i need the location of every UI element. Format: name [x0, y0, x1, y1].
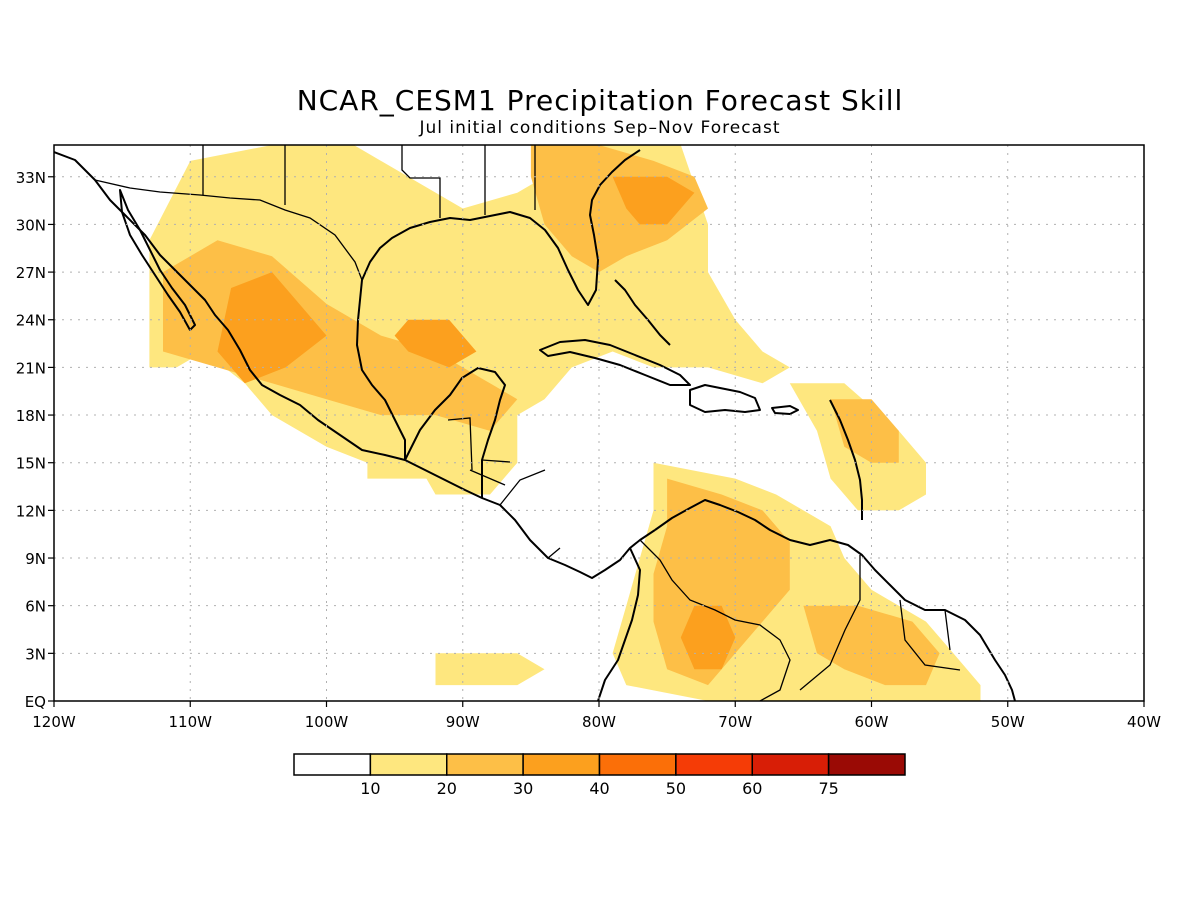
lat-tick-label: 9N — [25, 550, 46, 568]
colorbar-swatch-4 — [598, 753, 677, 776]
border-us-states — [202, 145, 536, 218]
map-title: NCAR_CESM1 Precipitation Forecast Skill — [296, 84, 904, 117]
lat-tick-label: 18N — [16, 407, 46, 425]
country-borders-layer — [94, 145, 961, 701]
coastline-layer — [54, 149, 1016, 701]
coastline-north-america — [54, 151, 656, 579]
lon-tick-label: 50W — [991, 713, 1025, 731]
coastline-hispaniola — [689, 384, 761, 413]
lon-tick-label: 120W — [32, 713, 76, 731]
graticule-layer — [54, 145, 1144, 701]
lat-tick-label: 27N — [16, 264, 46, 282]
colorbar-label: 30 — [513, 779, 533, 798]
lon-tick-label: 70W — [718, 713, 752, 731]
colorbar-label: 75 — [818, 779, 838, 798]
lon-tick-label: 60W — [855, 713, 889, 731]
border-central-america — [447, 417, 561, 559]
skill-region-30-3 — [394, 319, 477, 368]
axis-ticks-layer: 120W 110W 100W 90W 80W 70W 60W 50W 40W EQ 3N 6N 9N 12… — [16, 169, 1161, 731]
lon-tick-label: 110W — [169, 713, 213, 731]
colorbar-swatch-6 — [751, 753, 830, 776]
coastline-yucatan — [404, 367, 506, 498]
lon-tick-label: 40W — [1127, 713, 1161, 731]
colorbar-label: 50 — [666, 779, 686, 798]
colorbar-label: 10 — [360, 779, 380, 798]
colorbar: 10 20 30 40 50 60 75 — [293, 753, 906, 798]
lat-tick-label: 24N — [16, 312, 46, 330]
coastline-baja — [119, 189, 196, 331]
lat-tick-label: 12N — [16, 502, 46, 520]
map-subtitle: Jul initial conditions Sep–Nov Forecast — [419, 118, 781, 138]
lat-tick-label: 21N — [16, 359, 46, 377]
colorbar-label: 40 — [589, 779, 609, 798]
colorbar-label: 60 — [742, 779, 762, 798]
coastline-cuba — [539, 339, 691, 386]
lat-tick-label: 30N — [16, 216, 46, 234]
lat-tick-label: 6N — [25, 598, 46, 616]
coastline-south-america-west — [597, 547, 641, 701]
coastline-south-america — [654, 499, 1016, 701]
skill-region-20-9 — [803, 605, 940, 686]
coastline-bahamas — [614, 279, 671, 346]
border-us-mexico — [94, 179, 363, 281]
border-south-america — [639, 539, 961, 701]
skill-region-10-13 — [435, 653, 545, 686]
skill-region-30-2 — [217, 272, 327, 384]
skill-region-30-5 — [612, 176, 695, 225]
coastline-lesser-antilles — [829, 399, 863, 520]
lon-tick-label: 80W — [582, 713, 616, 731]
colorbar-label: 20 — [437, 779, 457, 798]
lat-tick-label: 33N — [16, 169, 46, 187]
colorbar-swatch-3 — [522, 753, 601, 776]
colorbar-swatch-7 — [827, 753, 906, 776]
coastline-gulf — [356, 149, 641, 460]
coastline-puerto-rico — [771, 405, 799, 415]
colorbar-swatch-5 — [675, 753, 753, 776]
lat-tick-label: 3N — [25, 645, 46, 663]
lat-tick-label: EQ — [25, 693, 46, 711]
colorbar-swatch-1 — [369, 753, 448, 776]
colorbar-swatch-2 — [446, 753, 524, 776]
lat-tick-label: 15N — [16, 455, 46, 473]
colorbar-swatch-0 — [293, 753, 372, 776]
lon-tick-label: 100W — [305, 713, 349, 731]
lon-tick-label: 90W — [446, 713, 480, 731]
